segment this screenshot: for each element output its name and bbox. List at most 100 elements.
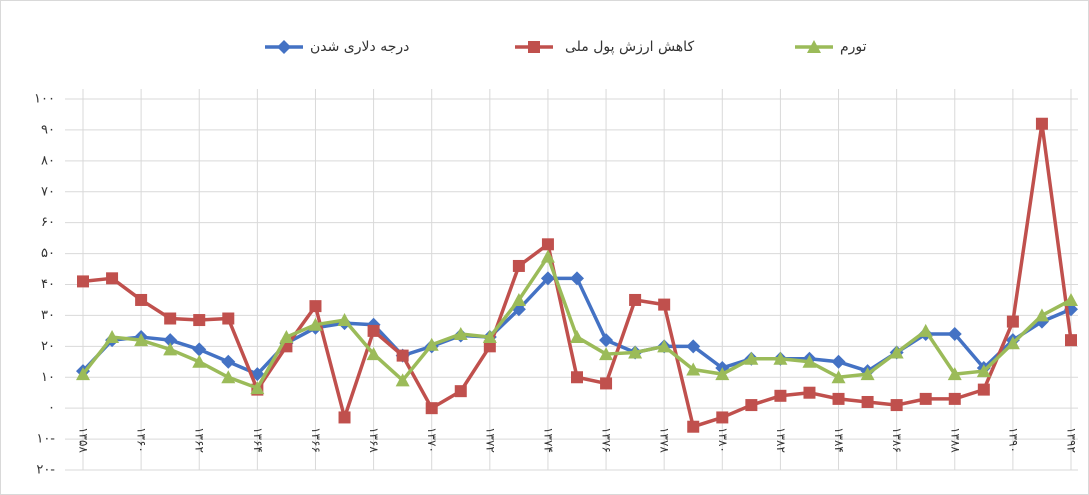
data-point — [163, 333, 178, 348]
data-point — [628, 345, 643, 359]
y-tick-label: ۱۰ — [41, 370, 55, 385]
data-point — [570, 271, 584, 286]
x-tick-label: ۱۳۹۰ — [1006, 427, 1020, 453]
x-tick-label: ۱۳۷۴ — [541, 427, 555, 453]
x-tick-label: ۱۳۶۶ — [309, 427, 323, 453]
data-point — [803, 386, 816, 399]
data-point — [192, 342, 207, 357]
data-point — [1006, 315, 1019, 328]
data-point — [919, 392, 932, 405]
y-tick-label: ۶۰ — [41, 215, 55, 230]
data-point — [453, 326, 468, 340]
data-point — [221, 370, 236, 384]
data-point — [860, 367, 875, 381]
x-tick-label: ۱۳۸۸ — [948, 427, 962, 453]
data-point — [716, 411, 729, 424]
data-point — [947, 326, 962, 341]
data-point — [309, 300, 322, 313]
data-point — [599, 347, 614, 361]
data-point — [687, 420, 700, 433]
data-point — [396, 349, 409, 362]
data-point — [745, 399, 758, 412]
data-point — [134, 333, 149, 347]
x-tick-label: ۱۳۸۲ — [774, 427, 788, 453]
data-point — [802, 354, 817, 368]
x-tick-label: ۱۳۷۶ — [600, 427, 614, 453]
data-point — [1034, 308, 1049, 322]
data-point — [192, 354, 207, 368]
y-tick-label: ۲۰ — [41, 339, 55, 354]
legend-marker — [277, 40, 291, 54]
data-point — [395, 373, 410, 387]
x-tick-label: ۱۳۷۸ — [658, 427, 672, 453]
data-point — [890, 399, 903, 412]
data-point — [482, 330, 497, 344]
data-point — [976, 364, 991, 378]
y-tick-label: ۵۰ — [41, 246, 55, 261]
data-point — [831, 370, 846, 384]
data-point — [338, 411, 351, 424]
data-point — [629, 293, 642, 306]
x-tick-label: ۱۳۷۲ — [483, 427, 497, 453]
y-tick-label: ۱۰۰ — [34, 92, 55, 107]
data-point — [657, 339, 672, 353]
data-point — [947, 367, 962, 381]
data-point — [658, 298, 671, 311]
data-point — [977, 383, 990, 396]
y-tick-label: ۲۰- — [36, 463, 55, 478]
data-point — [540, 249, 555, 263]
legend-marker — [807, 40, 821, 53]
data-point — [164, 312, 177, 325]
x-tick-label: ۱۳۶۲ — [193, 427, 207, 453]
data-point — [308, 317, 323, 331]
data-point — [367, 324, 380, 337]
data-point — [483, 340, 496, 353]
x-tick-label: ۱۳۶۴ — [251, 427, 265, 453]
data-point — [861, 395, 874, 408]
data-point — [541, 238, 554, 251]
data-point — [599, 333, 614, 348]
data-point — [1035, 117, 1048, 130]
data-point — [1064, 292, 1078, 306]
y-tick-label: ۹۰ — [41, 122, 55, 137]
data-point — [1005, 336, 1020, 350]
data-point — [163, 342, 178, 356]
data-point — [512, 259, 525, 272]
data-point — [948, 392, 961, 405]
x-tick-label: ۱۳۸۰ — [716, 427, 730, 453]
data-point — [221, 354, 236, 369]
data-point — [889, 345, 904, 359]
x-tick-label: ۱۳۶۸ — [367, 427, 381, 453]
data-point — [106, 272, 119, 285]
data-point — [279, 330, 294, 344]
x-tick-label: ۱۳۶۰ — [135, 427, 149, 453]
legend-marker — [528, 41, 540, 53]
data-point — [511, 292, 526, 306]
data-point — [540, 271, 555, 286]
data-point — [77, 275, 89, 288]
data-point — [600, 377, 613, 390]
data-point — [454, 385, 467, 398]
data-point — [337, 313, 352, 327]
data-point — [250, 381, 265, 395]
data-point — [686, 362, 701, 376]
data-point — [1065, 334, 1077, 347]
data-point — [686, 339, 701, 354]
data-point — [193, 314, 206, 327]
legend-label: کاهش ارزش پول ملی — [565, 39, 694, 55]
x-tick-label: ۱۳۸۶ — [890, 427, 904, 453]
y-tick-label: ۳۰ — [41, 308, 55, 323]
data-point — [744, 351, 759, 365]
data-point — [831, 354, 846, 369]
data-point — [832, 392, 845, 405]
x-tick-label: ۱۳۹۲ — [1065, 427, 1079, 453]
legend-label: تورم — [840, 39, 867, 55]
data-point — [105, 330, 120, 344]
data-point — [773, 351, 788, 365]
data-point — [570, 330, 584, 344]
data-point — [366, 347, 381, 361]
data-point — [715, 367, 730, 381]
data-point — [135, 293, 148, 306]
y-tick-label: ۸۰ — [41, 153, 55, 168]
